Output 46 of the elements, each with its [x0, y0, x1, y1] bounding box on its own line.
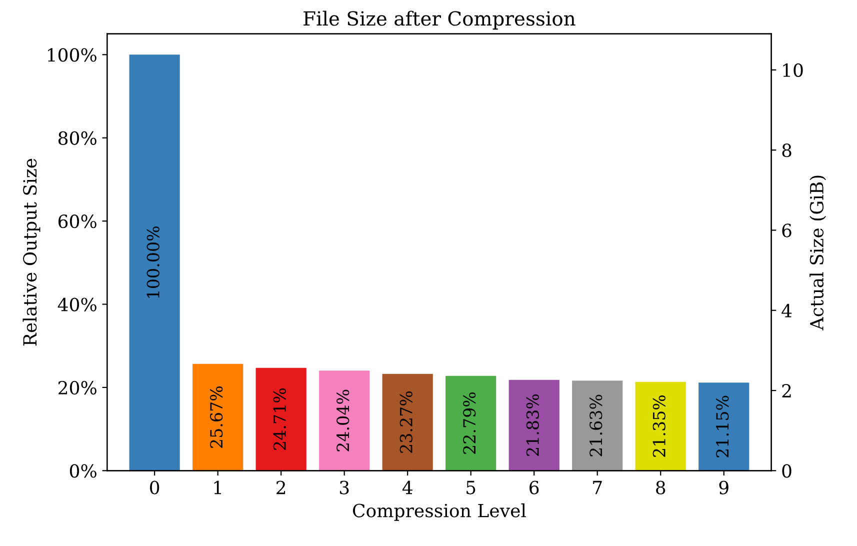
y2-tick-label: 4 [782, 304, 792, 318]
y-axis-title: Relative Output Size [22, 158, 40, 346]
bar [635, 382, 686, 471]
x-tick-label: 4 [402, 480, 412, 494]
bar [129, 54, 180, 471]
y2-tick-label: 8 [782, 144, 792, 158]
bar [382, 374, 433, 471]
data-label: 21.35% [652, 395, 666, 457]
x-axis-title: Compression Level [352, 503, 526, 521]
data-label: 22.79% [463, 392, 476, 454]
y-tick-label: 0% [70, 464, 96, 478]
data-label: 24.04% [336, 390, 350, 452]
bar [508, 380, 560, 471]
x-tick-label: 7 [593, 480, 602, 494]
data-label: 100.00% [146, 226, 160, 298]
y-tick-label: 80% [58, 131, 96, 145]
data-label: 23.27% [400, 391, 412, 453]
data-label: 25.67% [210, 386, 223, 448]
x-tick-label: 6 [530, 480, 539, 494]
y-tick-label: 100% [48, 48, 96, 62]
bar [319, 370, 370, 471]
x-tick-label: 5 [466, 480, 476, 494]
x-tick-label: 3 [340, 480, 349, 494]
x-tick-label: 8 [656, 480, 666, 494]
bar [698, 382, 750, 471]
y2-tick-label: 10 [783, 63, 803, 78]
y2-tick-label: 2 [782, 384, 791, 398]
y2-axis-title: Actual Size (GiB) [810, 176, 826, 330]
data-label: 21.15% [716, 396, 729, 458]
chart-title: File Size after Compression [304, 10, 576, 30]
y-tick-label: 60% [58, 214, 96, 228]
y-tick-label: 20% [58, 380, 96, 395]
x-tick-label: 1 [214, 480, 221, 494]
y2-tick-label: 0 [782, 464, 792, 478]
x-tick-label: 2 [276, 480, 286, 494]
data-label: 21.63% [590, 394, 602, 456]
data-label: 21.83% [526, 394, 539, 456]
data-label: 24.71% [273, 388, 286, 450]
x-tick-label: 9 [719, 480, 728, 494]
bar [446, 376, 496, 471]
bar [572, 380, 623, 471]
x-tick-label: 0 [150, 480, 160, 494]
bar [256, 368, 306, 471]
bar [192, 364, 244, 471]
y2-tick-label: 6 [782, 224, 792, 238]
y-tick-label: 40% [58, 298, 96, 312]
